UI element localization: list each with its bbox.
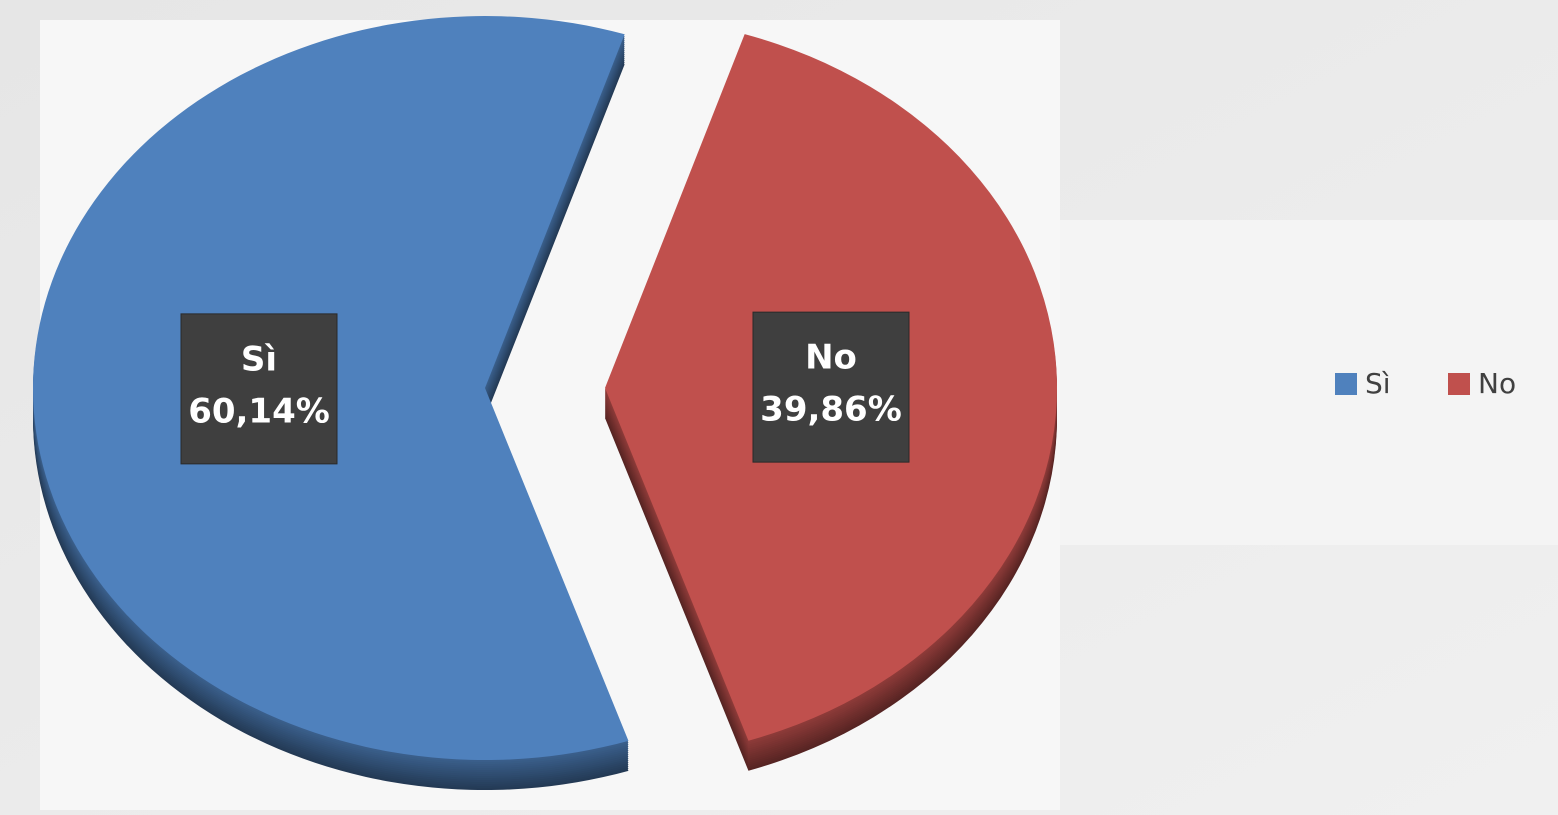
- data-label-value: 60,14%: [188, 391, 330, 431]
- legend: Sì No: [1335, 367, 1516, 400]
- legend-swatch: [1335, 373, 1357, 395]
- legend-label: No: [1478, 367, 1516, 400]
- data-label-box: [180, 313, 338, 465]
- legend-swatch: [1448, 373, 1470, 395]
- data-label-category: No: [805, 338, 857, 378]
- data-label-value: 39,86%: [760, 390, 902, 430]
- legend-area: [1060, 220, 1558, 545]
- labels: No 39,86% Sì 60,14%: [180, 311, 910, 465]
- data-label-category: Sì: [241, 339, 277, 379]
- legend-label: Sì: [1365, 367, 1391, 400]
- data-label-box: [752, 311, 910, 463]
